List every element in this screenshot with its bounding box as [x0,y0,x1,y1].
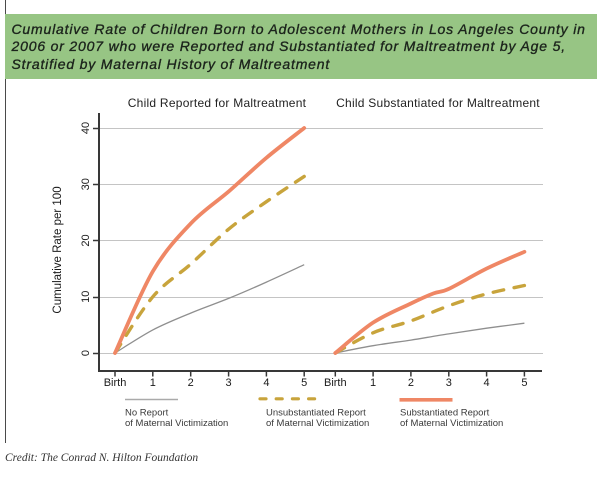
svg-text:Child Reported for Maltreatmen: Child Reported for Maltreatment [128,96,307,110]
svg-text:Child Substantiated for Maltre: Child Substantiated for Maltreatment [336,96,540,110]
svg-text:10: 10 [80,291,92,303]
svg-text:of Maternal Victimization: of Maternal Victimization [125,418,228,429]
svg-text:5: 5 [301,377,307,389]
svg-text:20: 20 [80,234,92,246]
svg-text:4: 4 [484,377,490,389]
svg-text:30: 30 [80,178,92,190]
svg-text:1: 1 [150,377,156,389]
svg-text:3: 3 [446,377,452,389]
svg-text:5: 5 [521,377,527,389]
svg-text:2: 2 [188,377,194,389]
svg-text:0: 0 [80,350,92,356]
svg-text:3: 3 [226,377,232,389]
svg-text:Birth: Birth [104,377,127,389]
svg-text:of Maternal Victimization: of Maternal Victimization [266,418,369,429]
svg-text:40: 40 [80,122,92,134]
svg-text:Unsubstantiated Report: Unsubstantiated Report [266,407,366,418]
svg-text:4: 4 [263,377,269,389]
svg-text:No Report: No Report [125,407,169,418]
svg-text:1: 1 [370,377,376,389]
svg-text:Cumulative Rate per 100: Cumulative Rate per 100 [52,186,64,313]
svg-text:of Maternal Victimization: of Maternal Victimization [400,418,503,429]
svg-text:Birth: Birth [324,377,347,389]
svg-text:2: 2 [408,377,414,389]
svg-text:Substantiated Report: Substantiated Report [400,407,490,418]
